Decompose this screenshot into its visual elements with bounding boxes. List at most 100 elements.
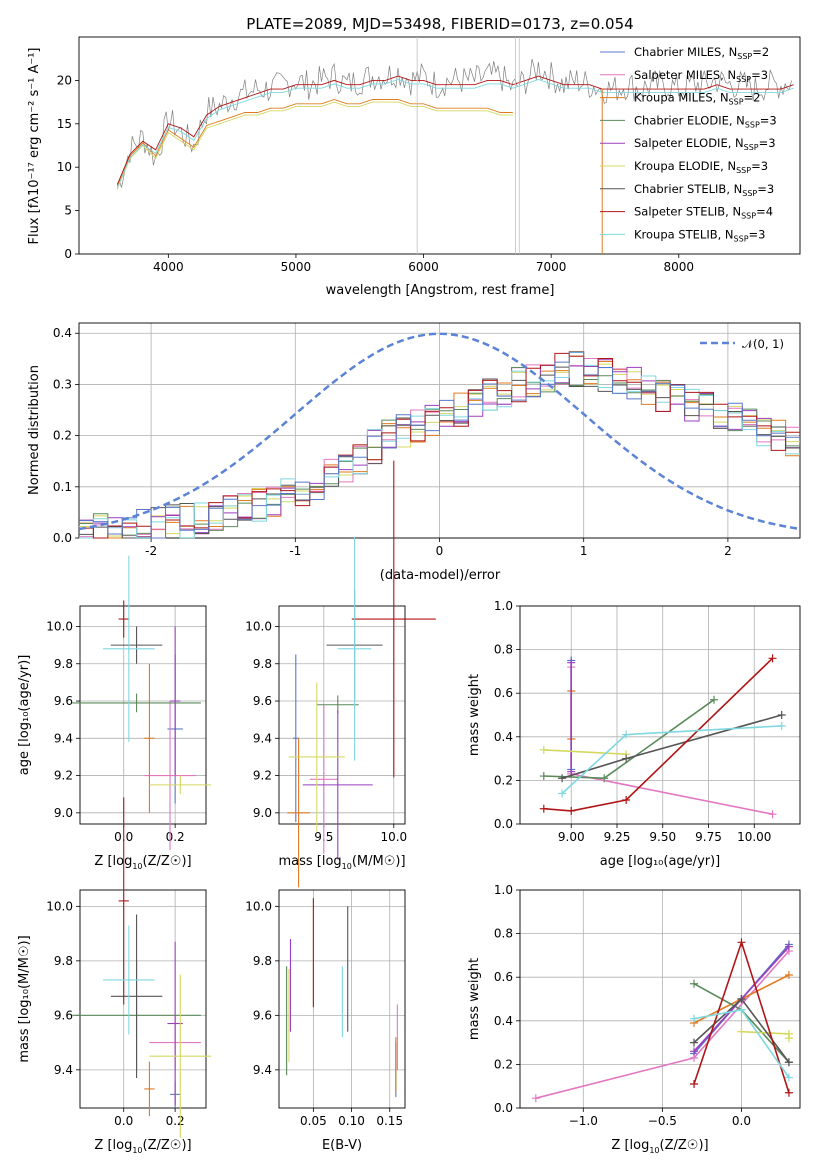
weight-marker [737,995,746,1003]
weight-z-x-label: Z [log10(Z/Z☉)] [611,1138,708,1155]
x-tick-label: 4000 [153,260,184,274]
model-line-salpeter-stelib [116,75,794,185]
weight-marker [558,774,567,783]
weight-series-line [543,749,627,755]
plot-frame [79,889,207,1109]
y-tick-label: 9.4 [253,1063,272,1077]
legend-entry: Chabrier MILES, NSSP=2 [634,45,769,61]
y-tick-label: 0.1 [53,480,72,494]
x-tick-label: 10.0 [380,830,407,844]
y-tick-label: 0.0 [494,1101,513,1115]
weight-marker [784,1088,793,1097]
model-line-kroupa-miles [116,99,513,187]
age-y-label: age [log₁₀(age/yr)] [17,655,32,776]
weight-marker [777,721,786,730]
y-tick-label: 9.6 [54,1008,73,1022]
model-line-kroupa-stelib [116,79,794,189]
y-tick-label: 0.4 [494,1014,513,1028]
spectrum-y-label: Flux [fλ10⁻¹⁷ erg cm⁻² s⁻¹ A⁻¹] [27,48,42,245]
model-line-kroupa-elodie [116,101,513,190]
weight-marker [622,796,631,805]
x-tick-label: 5000 [281,260,312,274]
x-tick-label: 8000 [663,260,694,274]
y-tick-label: 0.0 [53,531,72,545]
plot-frame [278,889,406,1109]
plot-frame [519,605,801,825]
y-tick-label: 0.0 [494,817,513,831]
legend-entry: Salpeter MILES, NSSP=3 [634,68,768,84]
y-tick-label: 10 [57,160,72,174]
y-tick-label: 0.8 [494,927,513,941]
y-tick-label: 1.0 [494,883,513,897]
plot-frame [519,889,801,1109]
y-tick-label: 0.6 [494,970,513,984]
y-tick-label: 10.0 [46,619,73,633]
x-tick-label: 0.0 [114,1114,133,1128]
weight-marker [737,938,746,947]
y-tick-label: 9.0 [54,806,73,820]
x-tick-label: -2 [145,544,157,558]
y-tick-label: 9.8 [54,954,73,968]
y-tick-label: 0 [64,247,72,261]
weight-series-line [561,725,782,795]
legend-entry: Chabrier STELIB, NSSP=3 [634,182,774,198]
y-tick-label: 9.0 [253,806,272,820]
weight-marker [531,1094,540,1103]
y-tick-label: 1.0 [494,599,513,613]
y-tick-label: 0.4 [494,730,513,744]
y-tick-label: 9.8 [253,657,272,671]
x-tick-label: 10.00 [737,830,771,844]
x-tick-label: 2 [724,544,732,558]
x-tick-label: 9.75 [695,830,722,844]
y-tick-label: 9.6 [54,694,73,708]
y-tick-label: 0.4 [53,326,72,340]
x-tick-label: 0.15 [376,1114,403,1128]
plot-frame [78,322,801,539]
weight-marker [690,1080,699,1089]
y-tick-label: 10.0 [46,899,73,913]
weight-marker [709,695,718,704]
legend-entry: Kroupa ELODIE, NSSP=3 [634,159,768,175]
weight-age-x-label: age [log₁₀(age/yr)] [600,854,721,869]
y-tick-label: 0.2 [494,1057,513,1071]
weight-series-line [570,667,773,815]
legend-entry: Chabrier ELODIE, NSSP=3 [634,113,777,129]
weight-series-line [561,714,782,779]
y-tick-label: 9.4 [54,1063,73,1077]
legend-label-normal: 𝒩(0, 1) [742,337,784,351]
legend-entry: Kroupa STELIB, NSSP=3 [634,227,765,243]
y-tick-label: 0.2 [494,773,513,787]
weight-marker [600,774,609,783]
y-tick-label: 9.6 [253,1008,272,1022]
weight-marker [622,730,631,739]
weight-marker [622,754,631,763]
weight-marker [690,979,699,988]
plot-frame [79,605,207,825]
weight-marker [768,654,777,663]
weight-marker [567,658,576,667]
y-tick-label: 0.2 [53,429,72,443]
y-tick-label: 9.8 [54,657,73,671]
weight-marker [567,767,576,776]
y-tick-label: 10.0 [245,899,272,913]
weight-marker [784,1073,793,1082]
y-tick-label: 10.0 [245,619,272,633]
weight-marker [539,772,548,781]
weight-marker [768,810,777,819]
weight-marker [690,1038,699,1047]
y-tick-label: 9.2 [54,769,73,783]
x-tick-label: 7000 [536,260,567,274]
y-tick-label: 15 [57,117,72,131]
x-tick-label: 6000 [408,260,439,274]
residual-histogram-step [79,351,800,539]
y-tick-label: 5 [64,204,72,218]
weight-z-y-label: mass weight [467,958,482,1040]
weight-marker [784,942,793,951]
age-z-x-label: Z [log10(Z/Z☉)] [94,854,191,871]
x-tick-label: 9.00 [558,830,585,844]
weight-marker [737,1027,746,1036]
plot-frame [278,605,406,825]
weight-series-line [543,657,774,812]
x-tick-label: −0.5 [648,1114,677,1128]
x-tick-label: 0.2 [166,830,185,844]
